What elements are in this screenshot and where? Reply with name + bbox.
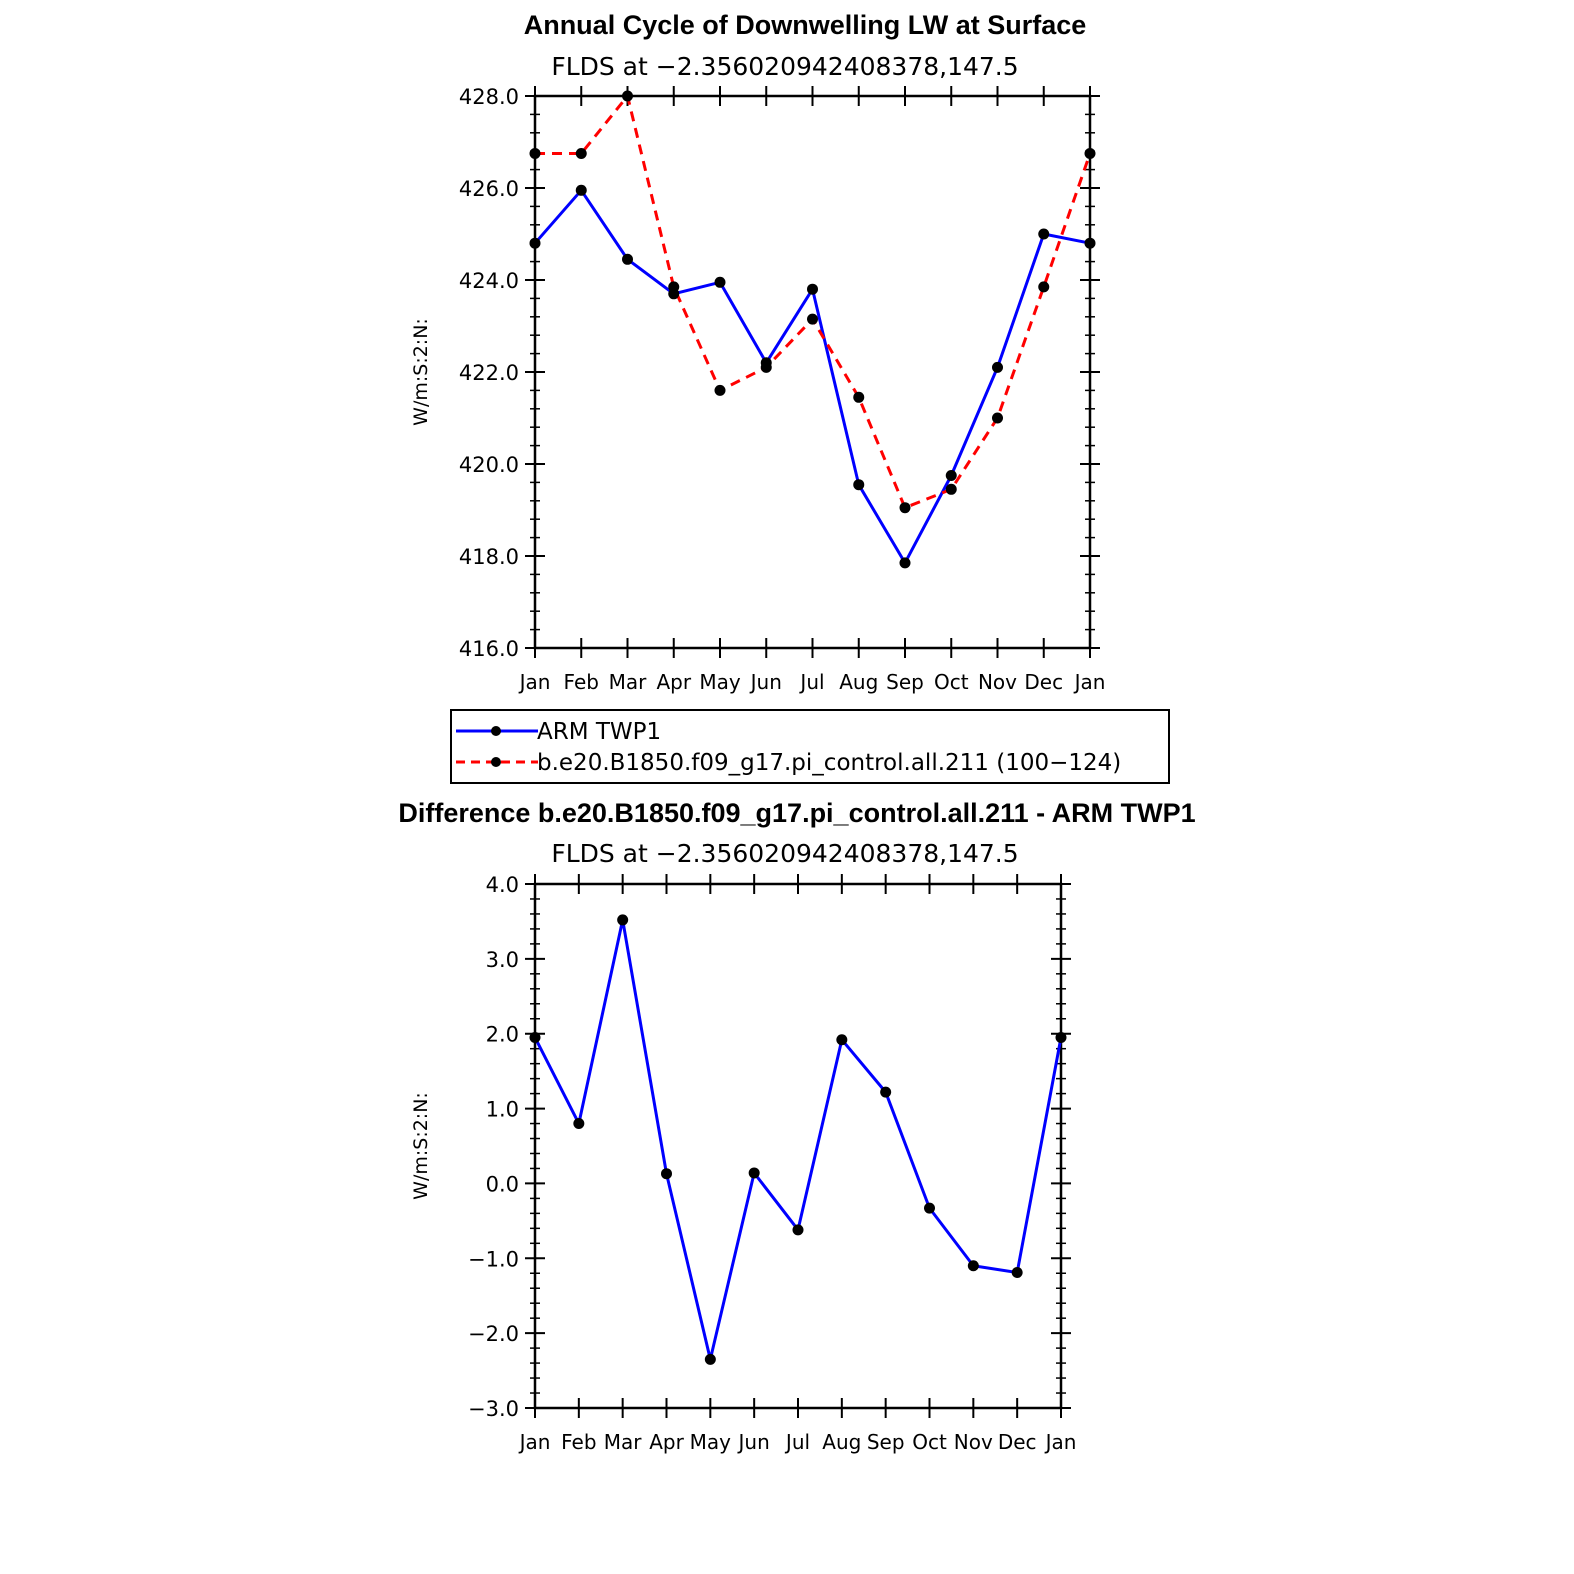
data-point-s0 (880, 1086, 892, 1098)
x-tick-label: Aug (822, 1430, 861, 1454)
data-point-s1 (945, 483, 957, 495)
y-tick-label: 426.0 (459, 177, 519, 201)
x-tick-label: Sep (867, 1430, 905, 1454)
data-point-s0 (1011, 1267, 1023, 1279)
x-tick-label: May (699, 670, 741, 694)
y-tick-label: −2.0 (468, 1322, 519, 1346)
y-tick-label: 0.0 (486, 1172, 519, 1196)
data-point-s1 (807, 313, 818, 325)
data-point-s1 (714, 384, 726, 396)
x-tick-label: Jun (749, 670, 782, 694)
data-point-s0 (807, 283, 818, 295)
data-point-s0 (792, 1224, 804, 1236)
x-tick-label: Feb (564, 670, 599, 694)
data-point-s1 (1084, 148, 1096, 159)
x-tick-label: Nov (978, 670, 1017, 694)
y-tick-label: −3.0 (468, 1397, 519, 1421)
data-point-s1 (992, 412, 1003, 424)
chart2-subtitle: FLDS at −2.356020942408378,147.5 (551, 839, 1018, 868)
chart1-title: Annual Cycle of Downwelling LW at Surfac… (524, 10, 1087, 40)
x-tick-label: May (690, 1430, 732, 1454)
data-point-s0 (575, 184, 587, 196)
y-tick-label: 418.0 (459, 545, 519, 569)
x-tick-label: Sep (886, 670, 924, 694)
data-point-s1 (1038, 281, 1050, 293)
x-tick-label: Dec (1024, 670, 1063, 694)
y-tick-label: −1.0 (468, 1247, 519, 1271)
data-point-s0 (836, 1034, 848, 1046)
legend-box (450, 709, 1170, 784)
y-tick-label: 420.0 (459, 453, 519, 477)
y-tick-label: 4.0 (486, 873, 519, 897)
data-point-s0 (529, 1031, 541, 1043)
legend-marker-model (491, 757, 501, 767)
x-tick-label: Mar (604, 1430, 643, 1454)
data-point-s0 (661, 1168, 672, 1180)
series-line-0 (533, 918, 1063, 1361)
chart1-subtitle: FLDS at −2.356020942408378,147.5 (551, 52, 1018, 81)
x-tick-label: Jan (1073, 670, 1106, 694)
data-point-s0 (924, 1202, 935, 1214)
x-tick-label: Mar (609, 670, 648, 694)
data-point-s1 (622, 90, 633, 102)
y-tick-label: 422.0 (459, 361, 519, 385)
legend-label-model: b.e20.B1850.f09_g17.pi_control.all.211 (… (537, 750, 1121, 776)
series-line-1 (535, 94, 1092, 510)
y-tick-label: 3.0 (486, 948, 519, 972)
x-tick-label: Jan (1044, 1430, 1077, 1454)
data-point-s0 (622, 253, 633, 265)
data-point-s0 (704, 1353, 716, 1365)
x-tick-label: Apr (649, 1430, 684, 1454)
data-point-s0 (992, 361, 1003, 373)
data-point-s1 (760, 361, 772, 373)
x-tick-label: Jan (518, 1430, 551, 1454)
y-axis-label: W/m:S:2:N: (410, 1092, 432, 1200)
x-tick-label: Nov (954, 1430, 993, 1454)
y-axis-label: W/m:S:2:N: (410, 318, 432, 426)
data-point-s0 (1055, 1031, 1067, 1043)
x-tick-label: Oct (934, 670, 969, 694)
chart2-title: Difference b.e20.B1850.f09_g17.pi_contro… (398, 798, 1195, 828)
y-tick-label: 416.0 (459, 637, 519, 661)
y-tick-label: 424.0 (459, 269, 519, 293)
y-tick-label: 2.0 (486, 1023, 519, 1047)
x-tick-label: Jan (518, 670, 551, 694)
x-tick-label: Dec (998, 1430, 1037, 1454)
chart1-legend: ARM TWP1 b.e20.B1850.f09_g17.pi_control.… (450, 709, 1170, 784)
data-point-s0 (714, 276, 726, 288)
data-point-s1 (899, 502, 911, 514)
data-point-s1 (853, 391, 865, 403)
data-point-s1 (668, 281, 680, 293)
x-tick-label: Aug (839, 670, 878, 694)
y-tick-label: 1.0 (486, 1098, 519, 1122)
x-tick-label: Feb (561, 1430, 596, 1454)
y-tick-label: 428.0 (459, 85, 519, 109)
data-point-s0 (945, 470, 957, 481)
plot-frame (533, 94, 1092, 650)
chart1-plot: 416.0 418.0 420.0 422.0 424.0 426.0 428.0 Jan Fe… (410, 85, 1105, 694)
data-point-s0 (1084, 237, 1096, 249)
data-point-s0 (748, 1167, 760, 1179)
x-tick-label: Jul (784, 1430, 810, 1454)
series-line-0 (533, 188, 1091, 565)
x-tick-label: Oct (912, 1430, 947, 1454)
legend-label-arm: ARM TWP1 (537, 719, 661, 745)
data-point-s0 (967, 1260, 979, 1272)
data-point-s1 (529, 148, 541, 159)
chart2-plot: −3.0 −2.0 −1.0 0.0 1.0 2.0 3.0 4.0 Jan Feb Mar Apr M… (410, 873, 1076, 1454)
x-tick-label: Jul (798, 670, 824, 694)
data-point-s0 (529, 237, 541, 249)
data-point-s0 (853, 479, 865, 491)
legend-marker-arm (491, 726, 501, 736)
x-tick-label: Jun (737, 1430, 770, 1454)
data-point-s0 (573, 1118, 585, 1130)
data-point-s1 (575, 148, 587, 159)
data-point-s0 (617, 914, 629, 926)
data-point-s0 (899, 557, 911, 569)
data-point-s0 (1038, 228, 1050, 240)
x-tick-label: Apr (656, 670, 691, 694)
